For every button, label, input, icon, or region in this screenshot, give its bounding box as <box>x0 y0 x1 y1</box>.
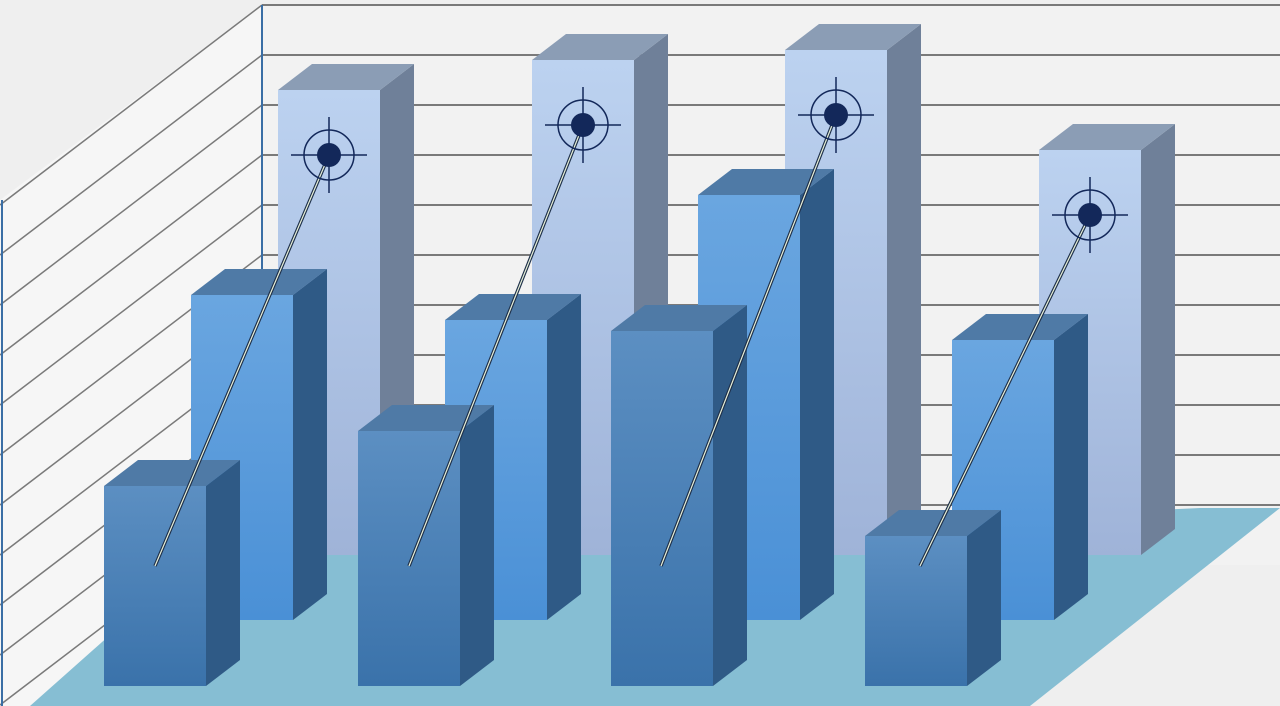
bar-top <box>611 305 747 331</box>
target-dot <box>317 143 341 167</box>
bars <box>104 24 1175 686</box>
target-markers <box>153 77 1128 567</box>
target-dot <box>1078 203 1102 227</box>
pointer-line-highlight <box>660 114 837 567</box>
bar-top <box>785 24 921 50</box>
bar-top <box>952 314 1088 340</box>
bar-front <box>611 331 713 686</box>
target-dot <box>824 103 848 127</box>
gridline-left <box>0 204 263 406</box>
bar-front <box>865 536 967 686</box>
bar-top <box>1039 124 1175 150</box>
bar <box>358 405 494 686</box>
bar-top <box>278 64 414 90</box>
bar-top <box>358 405 494 431</box>
pointer-line-highlight <box>408 124 584 567</box>
bar-side <box>547 294 581 620</box>
gridline-left <box>0 54 263 256</box>
target-marker <box>407 87 621 567</box>
bar-side <box>460 405 494 686</box>
bar-top <box>698 169 834 195</box>
bar-front <box>358 431 460 686</box>
pointer-line-highlight <box>154 154 330 567</box>
bar-side <box>1054 314 1088 620</box>
bar <box>865 510 1001 686</box>
bar-side <box>293 269 327 620</box>
bar-side <box>887 24 921 555</box>
bar-top <box>865 510 1001 536</box>
target-marker <box>659 77 874 567</box>
gridline-left <box>0 104 263 306</box>
bar-side <box>1141 124 1175 555</box>
pointer-line-highlight <box>919 214 1091 567</box>
bar-side <box>713 305 747 686</box>
bar-side <box>800 169 834 620</box>
bar-top <box>104 460 240 486</box>
target-dot <box>571 113 595 137</box>
bar-top <box>191 269 327 295</box>
bar <box>104 460 240 686</box>
bar <box>611 305 747 686</box>
gridline-left <box>0 4 263 206</box>
target-marker <box>918 177 1128 567</box>
bar-side <box>206 460 240 686</box>
bar-side <box>967 510 1001 686</box>
target-marker <box>153 117 367 567</box>
bar-front <box>104 486 206 686</box>
bar-top <box>532 34 668 60</box>
gridline-left <box>0 154 263 356</box>
